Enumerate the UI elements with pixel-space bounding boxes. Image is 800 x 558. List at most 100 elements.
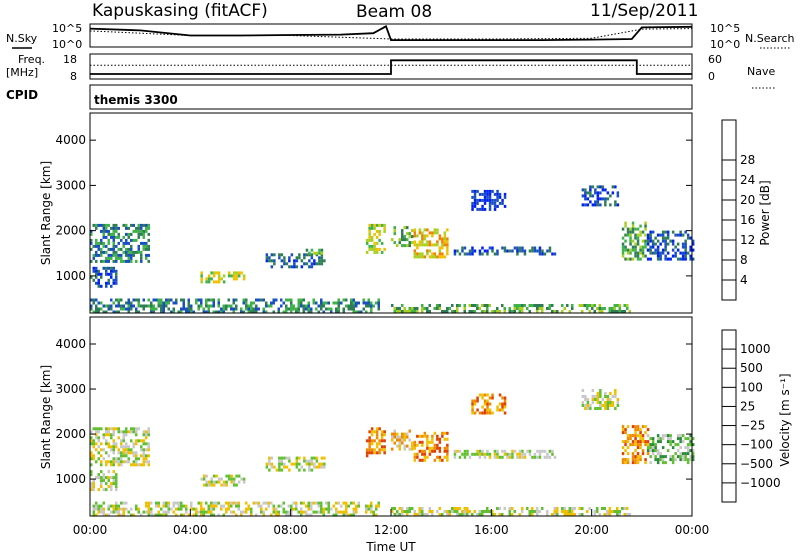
velocity-cell bbox=[629, 434, 632, 438]
power-cell bbox=[110, 284, 113, 288]
power-cell bbox=[621, 242, 625, 246]
velocity-cell bbox=[486, 507, 489, 510]
velocity-cell bbox=[691, 455, 695, 459]
power-cell bbox=[681, 245, 685, 249]
power-cell bbox=[373, 247, 376, 251]
power-cell bbox=[516, 307, 519, 310]
power-cell bbox=[661, 236, 665, 240]
velocity-cell bbox=[624, 443, 627, 447]
velocity-cell bbox=[594, 398, 597, 401]
power-cell bbox=[528, 310, 531, 313]
velocity-cell bbox=[152, 513, 155, 517]
power-cell bbox=[227, 298, 230, 302]
power-cell bbox=[270, 265, 274, 269]
velocity-cell bbox=[641, 434, 645, 438]
velocity-cell bbox=[117, 448, 120, 452]
power-cell bbox=[92, 266, 95, 270]
power-cell bbox=[125, 250, 128, 254]
power-cell bbox=[588, 310, 591, 313]
velocity-cell bbox=[165, 504, 168, 508]
power-cell bbox=[167, 307, 170, 311]
velocity-cell bbox=[115, 445, 118, 449]
velocity-cell bbox=[446, 455, 449, 459]
power-cell bbox=[691, 257, 695, 261]
velocity-cell bbox=[142, 439, 145, 443]
power-cell bbox=[212, 310, 215, 314]
power-cell bbox=[684, 230, 687, 234]
velocity-cell bbox=[644, 458, 647, 462]
power-cell bbox=[135, 307, 138, 311]
velocity-cell bbox=[423, 458, 427, 462]
power-cell bbox=[634, 254, 637, 258]
velocity-cell bbox=[626, 458, 630, 462]
power-cell bbox=[488, 198, 492, 202]
velocity-cell bbox=[636, 452, 640, 456]
power-cell bbox=[318, 256, 321, 260]
velocity-cell bbox=[377, 504, 380, 508]
power-cell bbox=[242, 301, 245, 305]
velocity-cell bbox=[446, 449, 449, 453]
velocity-cell bbox=[393, 441, 396, 445]
velocity-cell bbox=[107, 507, 110, 511]
power-cell bbox=[165, 298, 168, 302]
velocity-cell bbox=[443, 510, 446, 513]
power-cell bbox=[551, 310, 554, 313]
velocity-cell bbox=[649, 455, 652, 459]
velocity-cell bbox=[488, 408, 492, 412]
power-cell bbox=[601, 307, 604, 310]
velocity-cell bbox=[95, 448, 98, 452]
velocity-cell bbox=[573, 513, 576, 516]
power-cell bbox=[140, 253, 143, 257]
power-cell bbox=[117, 310, 120, 314]
power-cell bbox=[403, 307, 406, 310]
velocity-cell bbox=[659, 440, 662, 444]
power-cell bbox=[368, 247, 371, 251]
power-cell bbox=[401, 304, 404, 307]
velocity-cell bbox=[634, 443, 637, 447]
velocity-cell bbox=[142, 442, 145, 446]
power-cell bbox=[205, 310, 208, 314]
power-cell bbox=[606, 197, 610, 201]
velocity-cell bbox=[187, 513, 190, 517]
velocity-cell bbox=[92, 445, 95, 449]
velocity-cell bbox=[441, 431, 444, 435]
velocity-cell bbox=[142, 448, 145, 452]
velocity-cell bbox=[325, 501, 328, 505]
noise-series-solid bbox=[89, 25, 693, 41]
velocity-cell bbox=[401, 432, 404, 436]
velocity-cell bbox=[320, 462, 324, 466]
velocity-cell bbox=[481, 449, 484, 453]
power-cell bbox=[541, 307, 544, 310]
power-cell bbox=[342, 307, 345, 311]
power-cell bbox=[322, 304, 325, 308]
x-tick-label: 16:00 bbox=[474, 523, 509, 537]
velocity-cell bbox=[393, 507, 396, 510]
velocity-cell bbox=[90, 463, 93, 467]
velocity-cell bbox=[604, 407, 607, 410]
power-cell bbox=[170, 298, 173, 302]
power-cell bbox=[503, 204, 507, 208]
velocity-cell bbox=[466, 449, 469, 453]
power-cell bbox=[127, 241, 130, 245]
power-cell bbox=[230, 274, 233, 278]
velocity-cell bbox=[117, 430, 120, 434]
power-cell bbox=[317, 310, 320, 314]
power-cell bbox=[486, 307, 489, 310]
velocity-cell bbox=[90, 482, 93, 486]
power-cell bbox=[115, 250, 118, 254]
velocity-cell bbox=[350, 501, 353, 505]
velocity-cell bbox=[591, 389, 595, 392]
power-cell bbox=[375, 301, 378, 305]
velocity-cell bbox=[90, 488, 93, 492]
power-cell bbox=[235, 307, 238, 311]
power-cell bbox=[140, 256, 143, 260]
velocity-cell bbox=[165, 501, 168, 505]
velocity-cell bbox=[644, 431, 647, 435]
power-cell bbox=[426, 307, 429, 310]
power-cell bbox=[157, 301, 160, 305]
velocity-cell bbox=[438, 513, 441, 516]
power-cell bbox=[187, 304, 190, 308]
power-cell bbox=[373, 232, 376, 236]
power-cell bbox=[453, 310, 456, 313]
velocity-cell bbox=[646, 428, 650, 432]
